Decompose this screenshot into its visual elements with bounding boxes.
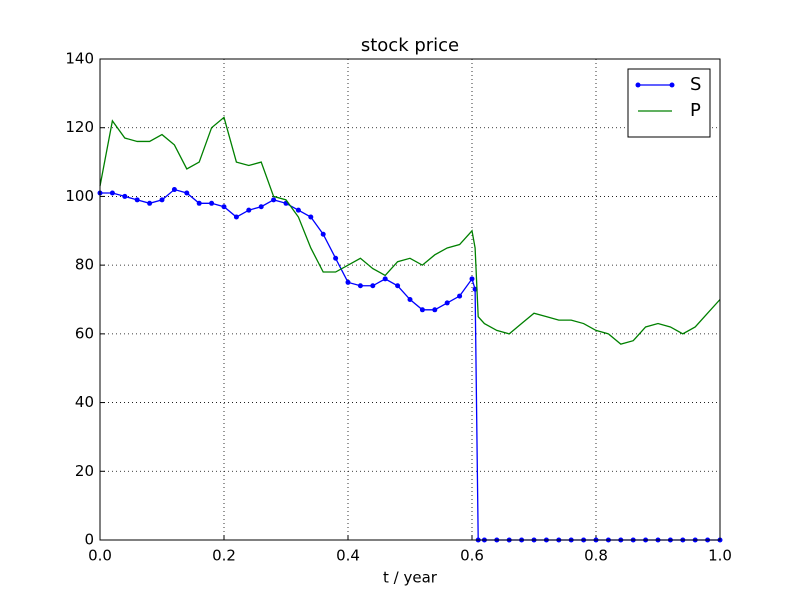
data-point [134, 197, 140, 203]
data-point [271, 197, 277, 203]
data-point [147, 200, 153, 206]
y-tick-label: 60 [75, 324, 94, 342]
legend-marker [669, 82, 675, 88]
chart-title: stock price [361, 35, 459, 56]
data-point [159, 197, 165, 203]
data-point [258, 204, 264, 210]
y-tick-label: 140 [65, 50, 94, 68]
data-point [122, 193, 128, 199]
data-point [432, 307, 438, 313]
x-axis-label: t / year [383, 569, 438, 587]
data-point [320, 231, 326, 237]
y-tick-label: 20 [75, 462, 94, 480]
y-tick-label: 80 [75, 256, 94, 274]
data-point [196, 200, 202, 206]
y-tick-label: 100 [65, 187, 94, 205]
data-point [184, 190, 190, 196]
data-point [221, 204, 227, 210]
data-point [345, 279, 351, 285]
data-point [407, 297, 413, 302]
data-point [308, 214, 314, 220]
legend-label: P [690, 100, 701, 121]
data-point [469, 276, 475, 282]
legend-box [627, 68, 711, 138]
data-point [295, 207, 301, 213]
x-tick-label: 1.0 [708, 547, 732, 565]
y-tick-label: 120 [65, 118, 94, 136]
x-tick-label: 0.0 [88, 547, 112, 565]
x-tick-label: 0.6 [460, 547, 484, 565]
data-point [333, 255, 339, 261]
data-point [246, 207, 252, 213]
plot-frame [99, 58, 721, 541]
data-point [457, 293, 463, 299]
data-point [382, 276, 388, 282]
data-point [370, 283, 376, 289]
data-point [444, 300, 450, 306]
x-tick-label: 0.8 [584, 547, 608, 565]
y-tick-label: 0 [84, 531, 94, 549]
data-point [357, 283, 363, 289]
data-point [419, 307, 425, 313]
legend-label: S [690, 74, 701, 95]
data-point [109, 190, 115, 196]
data-point [395, 283, 401, 289]
data-point [233, 214, 239, 220]
y-tick-label: 40 [75, 393, 94, 411]
x-tick-label: 0.2 [212, 547, 236, 565]
series-line [99, 116, 721, 345]
data-point [171, 187, 177, 193]
legend-marker [635, 82, 641, 88]
x-tick-label: 0.4 [336, 547, 360, 565]
data-point [209, 200, 215, 206]
